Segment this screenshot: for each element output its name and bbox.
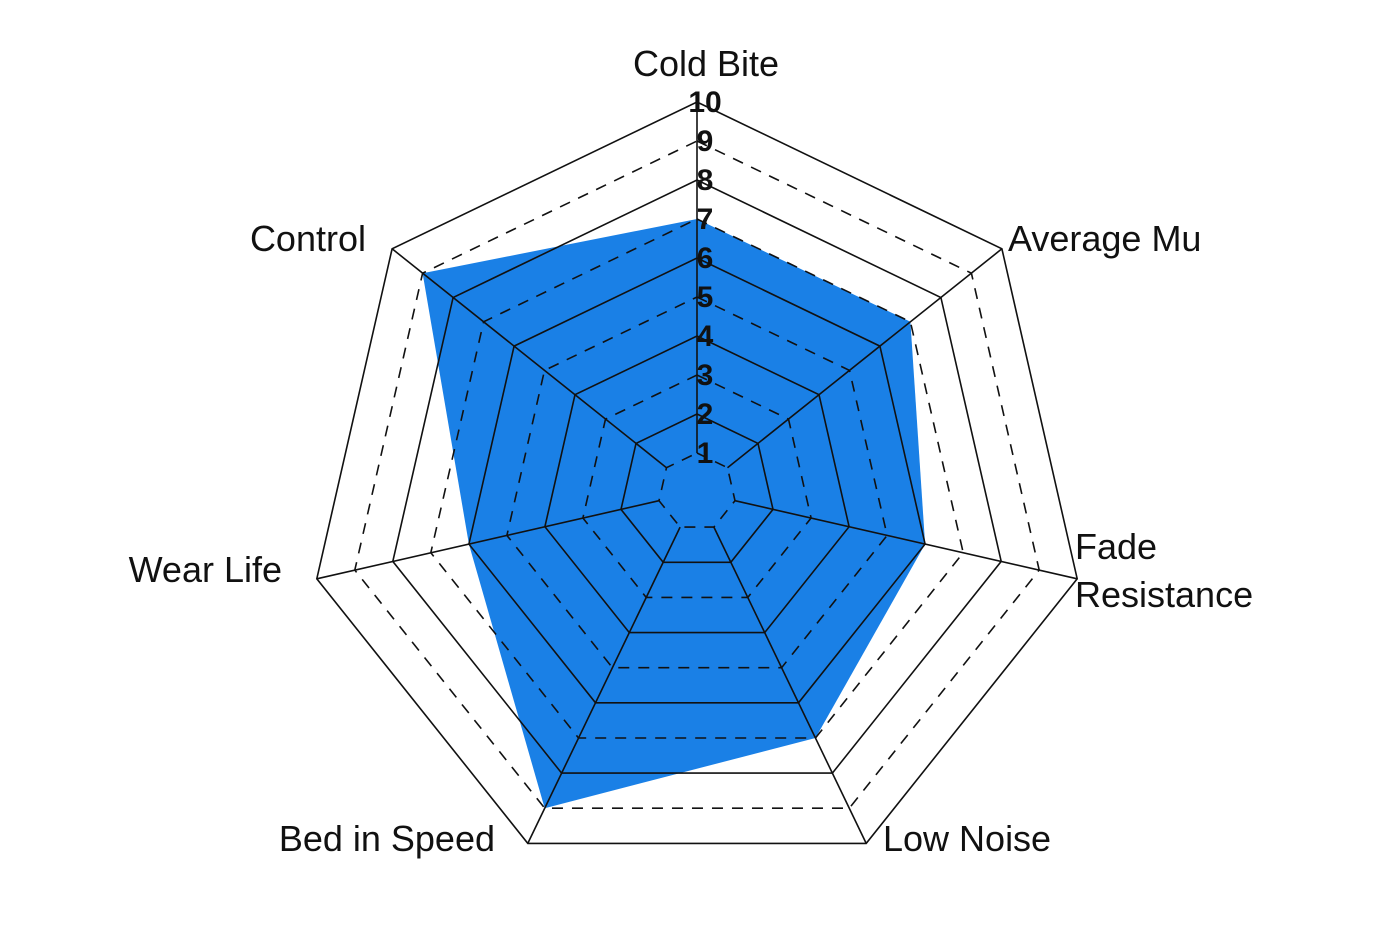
- spoke-wear-life: [316, 499, 660, 580]
- grid-ring-4: [544, 335, 850, 634]
- grid-ring-5: [506, 296, 888, 669]
- data-layer: [422, 218, 926, 809]
- tick-label-4: 4: [697, 320, 714, 353]
- tick-label-8: 8: [697, 164, 714, 197]
- axis-label-wear-life: Wear Life: [129, 549, 282, 590]
- tick-label-3: 3: [697, 359, 714, 392]
- grid-ring-7: [429, 218, 965, 739]
- axis-label-fade-resistance: Fade Resistance: [1075, 526, 1253, 615]
- axis-label-line: Average Mu: [1008, 218, 1201, 259]
- axis-labels: Cold Bite Average Mu Fade Resistance Low Noi…: [129, 43, 1254, 859]
- grid-ring-8: [391, 179, 1003, 774]
- spoke-bed-in-speed: [527, 526, 681, 844]
- axis-label-line: Control: [250, 218, 366, 259]
- tick-label-1: 1: [697, 437, 714, 470]
- axis-label-control: Control: [250, 218, 366, 259]
- grid-ring-6: [468, 257, 926, 704]
- tick-labels: 1 2 3 4 5 6 7 8 9 10: [688, 86, 721, 470]
- axis-label-low-noise: Low Noise: [883, 818, 1051, 859]
- tick-label-5: 5: [697, 281, 714, 314]
- tick-label-10: 10: [688, 86, 721, 119]
- axis-label-line: Low Noise: [883, 818, 1051, 859]
- axis-label-line: Bed in Speed: [279, 818, 495, 859]
- grid-ring-2: [620, 413, 774, 564]
- axis-label-line: Cold Bite: [633, 43, 779, 84]
- axis-label-line: Wear Life: [129, 549, 282, 590]
- spoke-layer: [316, 102, 1078, 844]
- axis-label-average-mu: Average Mu: [1008, 218, 1201, 259]
- tick-label-9: 9: [697, 125, 714, 158]
- grid-ring-9: [353, 140, 1041, 810]
- axis-label-cold-bite: Cold Bite: [633, 43, 779, 84]
- grid-ring-10: [315, 101, 1079, 845]
- grid-layer: [315, 101, 1079, 845]
- tick-label-6: 6: [697, 242, 714, 275]
- spoke-low-noise: [713, 526, 867, 844]
- axis-label-line: Fade: [1075, 526, 1157, 567]
- spoke-average-mu: [727, 248, 1003, 469]
- spoke-control: [391, 248, 667, 469]
- tick-label-7: 7: [697, 203, 714, 236]
- series-area-0: [422, 219, 926, 809]
- axis-label-bed-in-speed: Bed in Speed: [279, 818, 495, 859]
- axis-label-line: Resistance: [1075, 574, 1253, 615]
- spoke-fade-resistance: [734, 499, 1078, 580]
- tick-label-2: 2: [697, 398, 714, 431]
